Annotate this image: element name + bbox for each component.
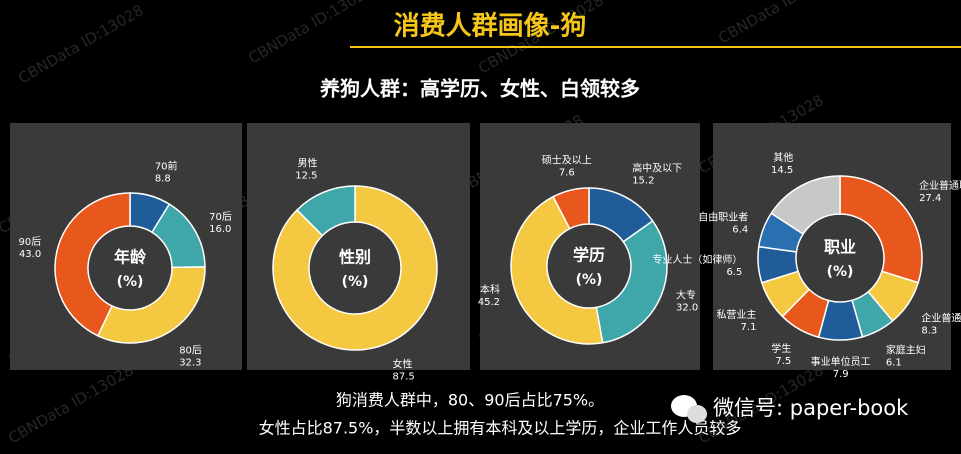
donut-slice bbox=[595, 219, 668, 344]
value-label: 14.5 bbox=[771, 165, 793, 176]
slice-label: 私营业主 bbox=[716, 308, 756, 321]
value-label: 87.5 bbox=[393, 372, 415, 383]
value-label: 7.5 bbox=[775, 356, 791, 367]
value-label: 7.1 bbox=[741, 322, 757, 333]
donut-slice bbox=[510, 195, 604, 345]
slice-label: 企业普通职员 bbox=[919, 179, 961, 192]
slice-label: 高中及以下 bbox=[632, 162, 682, 175]
value-label: 43.0 bbox=[19, 249, 41, 260]
donut-hole bbox=[548, 225, 630, 307]
donut-slice bbox=[54, 192, 131, 337]
value-label: 6.5 bbox=[726, 267, 742, 278]
subtitle: 养狗人群：高学历、女性、白领较多 bbox=[319, 77, 640, 101]
chart-unit: (%) bbox=[576, 272, 603, 288]
value-label: 16.0 bbox=[209, 224, 231, 235]
slice-label: 女性 bbox=[393, 358, 413, 371]
chart-unit: (%) bbox=[827, 264, 854, 280]
slice-label: 70后 bbox=[209, 211, 232, 223]
slice-label: 专业人士（如律师） bbox=[652, 253, 742, 266]
slice-label: 企业普通管理层 bbox=[921, 312, 961, 325]
slice-label: 学生 bbox=[771, 342, 791, 355]
chart-title: 学历 bbox=[573, 246, 605, 265]
note: 狗消费人群中，80、90后占比75%。 bbox=[336, 391, 604, 410]
value-label: 6.4 bbox=[732, 225, 748, 236]
donut-hole bbox=[310, 223, 400, 313]
value-label: 7.6 bbox=[559, 168, 575, 179]
chart-title: 年龄 bbox=[114, 248, 147, 267]
value-label: 12.5 bbox=[295, 170, 317, 181]
chart-title: 职业 bbox=[824, 238, 856, 257]
donut-slice bbox=[770, 175, 841, 236]
value-label: 15.2 bbox=[632, 176, 654, 187]
wechat-icon bbox=[671, 395, 707, 423]
value-label: 8.8 bbox=[155, 173, 171, 184]
chart-unit: (%) bbox=[342, 274, 369, 290]
slice-label: 其他 bbox=[773, 151, 793, 164]
slice-label: 自由职业者 bbox=[698, 211, 748, 224]
slice-label: 大专 bbox=[676, 289, 696, 302]
slice-label: 本科 bbox=[480, 283, 500, 296]
donut-hole bbox=[797, 215, 883, 301]
value-label: 32.3 bbox=[179, 358, 201, 369]
donut-slice bbox=[839, 175, 923, 284]
donut-slice bbox=[295, 185, 356, 237]
slice-label: 80后 bbox=[179, 345, 202, 357]
chart: 企业普通职员27.4企业普通管理层8.3家庭主妇6.1事业单位员工7.9学生7.… bbox=[652, 123, 961, 380]
wechat-id: 微信号: paper-book bbox=[713, 396, 909, 420]
chart-unit: (%) bbox=[117, 274, 144, 290]
value-label: 32.0 bbox=[676, 303, 698, 314]
chart-title: 性别 bbox=[339, 248, 371, 267]
donut-slice bbox=[552, 187, 590, 230]
slice-label: 70前 bbox=[155, 159, 178, 172]
donut-slice bbox=[272, 185, 438, 351]
slice-label: 家庭主妇 bbox=[886, 344, 926, 357]
value-label: 6.1 bbox=[886, 358, 902, 369]
slide-title: 消费人群画像-狗 bbox=[394, 12, 587, 42]
note: 女性占比87.5%，半数以上拥有本科及以上学历，企业工作人员较多 bbox=[259, 419, 742, 438]
donut-hole bbox=[89, 227, 171, 309]
value-label: 7.9 bbox=[833, 369, 849, 380]
donut-slice bbox=[96, 266, 206, 344]
slice-label: 事业单位员工 bbox=[811, 355, 871, 368]
slice-label: 90后 bbox=[18, 236, 41, 248]
slice-label: 男性 bbox=[297, 156, 317, 169]
value-label: 8.3 bbox=[921, 326, 937, 337]
slice-label: 硕士及以上 bbox=[542, 154, 592, 167]
value-label: 27.4 bbox=[919, 193, 941, 204]
value-label: 45.2 bbox=[478, 297, 500, 308]
